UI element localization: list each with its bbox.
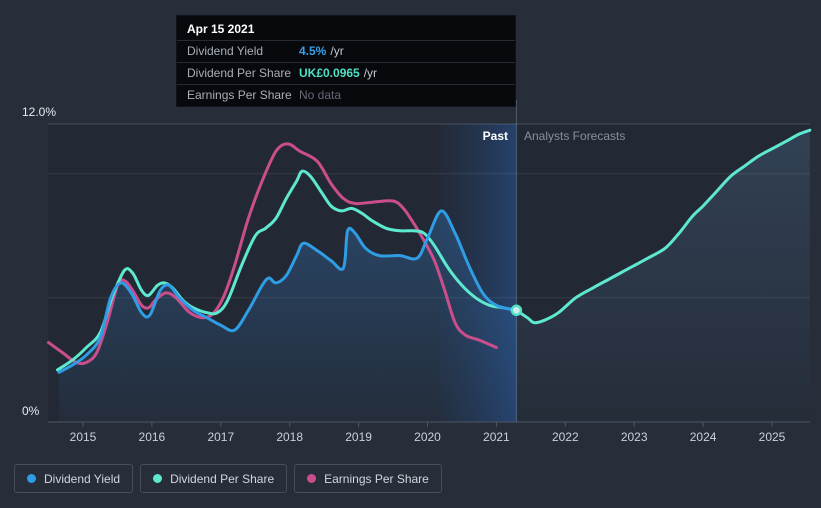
legend-label: Earnings Per Share — [324, 471, 429, 486]
x-tick-label: 2017 — [207, 430, 235, 444]
legend-dot-icon — [307, 474, 317, 483]
x-tick-label: 2023 — [620, 430, 648, 444]
legend-item-dividend-yield[interactable]: Dividend Yield — [14, 464, 134, 493]
x-tick-label: 2025 — [758, 430, 786, 444]
chart-legend: Dividend Yield Dividend Per Share Earnin… — [14, 464, 449, 493]
tooltip-label: Dividend Yield — [187, 44, 264, 58]
hover-marker — [510, 304, 523, 317]
legend-label: Dividend Yield — [44, 471, 121, 486]
area-fills — [58, 130, 810, 422]
tooltip-label: Dividend Per Share — [187, 66, 292, 80]
legend-item-dividend-per-share[interactable]: Dividend Per Share — [140, 464, 288, 493]
x-tick-label: 2024 — [689, 430, 717, 444]
tooltip-value: 4.5% — [299, 44, 327, 58]
analysts-forecasts-label: Analysts Forecasts — [524, 129, 626, 143]
y-axis-min-label: 0% — [22, 404, 40, 418]
tooltip-date: Apr 15 2021 — [187, 22, 255, 36]
tooltip-row-dividend-yield: Dividend Yield 4.5% /yr — [177, 40, 515, 62]
tooltip-row-dividend-per-share: Dividend Per Share UK£0.0965 /yr — [177, 62, 515, 84]
x-tick-label: 2021 — [483, 430, 510, 444]
tooltip-value: No data — [299, 88, 342, 102]
x-tick-label: 2022 — [551, 430, 579, 444]
y-axis-max-label: 12.0% — [22, 105, 57, 119]
x-tick-label: 2018 — [276, 430, 304, 444]
legend-dot-icon — [27, 474, 36, 483]
tooltip-value: UK£0.0965 — [299, 66, 360, 80]
tooltip-label: Earnings Per Share — [187, 88, 292, 102]
tooltip-row-earnings-per-share: Earnings Per Share No data — [177, 84, 515, 106]
past-label: Past — [482, 129, 508, 143]
chart-tooltip: Apr 15 2021 Dividend Yield 4.5% /yr Divi… — [176, 15, 516, 107]
x-tick-label: 2019 — [345, 430, 372, 444]
x-tick-label: 2016 — [138, 430, 166, 444]
series-lines — [47, 128, 812, 374]
x-axis-labels: 2015 2016 2017 2018 2019 2020 2021 2022 2023 2024… — [0, 430, 821, 446]
x-axis — [48, 421, 810, 427]
legend-dot-icon — [153, 474, 163, 483]
legend-label: Dividend Per Share — [170, 471, 275, 486]
x-tick-label: 2015 — [69, 430, 97, 444]
tooltip-unit: /yr — [363, 66, 378, 80]
legend-item-earnings-per-share[interactable]: Earnings Per Share — [294, 464, 442, 493]
x-tick-label: 2020 — [414, 430, 441, 444]
tooltip-unit: /yr — [330, 44, 344, 58]
